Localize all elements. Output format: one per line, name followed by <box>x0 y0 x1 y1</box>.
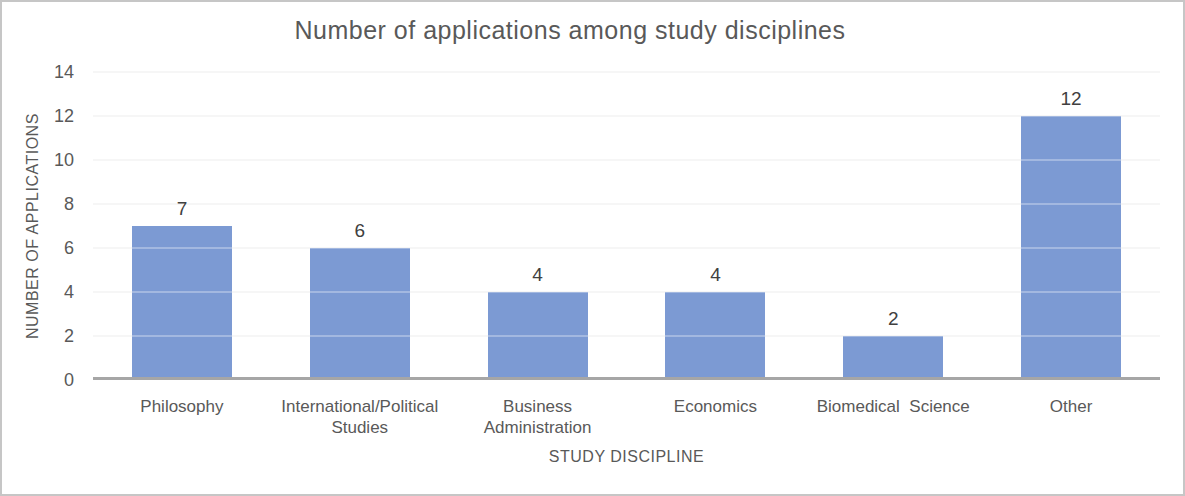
bar <box>843 336 943 380</box>
x-axis-line <box>93 377 1160 380</box>
x-axis-title: STUDY DISCIPLINE <box>93 448 1160 466</box>
x-category-label: Philosophy <box>99 396 264 417</box>
bar-value-label: 6 <box>271 220 449 242</box>
gridline-overlay <box>93 247 1160 249</box>
bar <box>132 226 232 380</box>
bar-value-label: 4 <box>449 264 627 286</box>
bar-value-label: 12 <box>982 88 1160 110</box>
bar-value-label: 7 <box>93 198 271 220</box>
gridline-overlay <box>93 71 1160 73</box>
bar-chart: Number of applications among study disci… <box>0 0 1185 496</box>
x-category-label: Business Administration <box>455 396 620 438</box>
gridline-overlay <box>93 291 1160 293</box>
gridline-overlay <box>93 115 1160 117</box>
bar-value-label: 4 <box>627 264 805 286</box>
x-category-label: International/Political Studies <box>277 396 442 438</box>
x-category-label: Other <box>989 396 1154 417</box>
gridline-overlay <box>93 335 1160 337</box>
x-axis-labels: Philosophy International/Political Studie… <box>93 396 1160 456</box>
bar <box>310 248 410 380</box>
y-axis-title: NUMBER OF APPLICATIONS <box>24 72 42 380</box>
x-category-label: Economics <box>633 396 798 417</box>
plot-area: 7644212 <box>93 72 1160 380</box>
chart-title: Number of applications among study disci… <box>0 16 1140 45</box>
bar-value-label: 2 <box>804 308 982 330</box>
gridline-overlay <box>93 159 1160 161</box>
x-category-label: Biomedical Science <box>811 396 976 417</box>
